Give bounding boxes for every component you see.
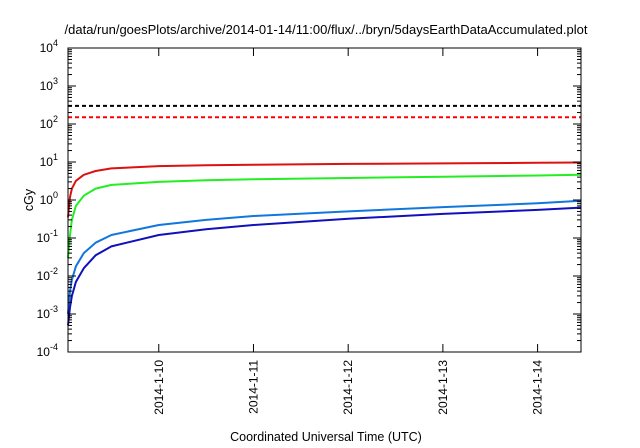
plot-area <box>67 47 582 353</box>
y-tick-label: 103 <box>40 76 58 93</box>
series-line <box>67 173 582 258</box>
series-line <box>67 161 582 218</box>
chart-title: /data/run/goesPlots/archive/2014-01-14/1… <box>65 22 588 37</box>
y-tick-label: 10-3 <box>37 304 58 321</box>
y-tick-label: 104 <box>40 38 58 55</box>
x-tick-label: 2014-1-14 <box>531 360 545 415</box>
x-tick-label: 2014-1-12 <box>341 360 355 415</box>
plot-frame <box>67 47 582 353</box>
threshold-lines <box>68 104 581 119</box>
x-tick-label: 2014-1-10 <box>152 360 166 415</box>
series-line <box>67 206 582 326</box>
y-tick-label: 10-4 <box>37 342 58 359</box>
series-lines <box>67 161 582 326</box>
y-tick-label: 10-2 <box>37 266 58 283</box>
x-axis-label: Coordinated Universal Time (UTC) <box>230 430 422 444</box>
y-tick-label: 102 <box>40 114 58 131</box>
x-tick-label: 2014-1-11 <box>246 360 260 414</box>
x-axis: 2014-1-10 2014-1-11 2014-1-12 2014-1-13 2014… <box>152 48 545 415</box>
y-tick-label: 101 <box>40 152 58 169</box>
y-axis-label: cGy <box>22 188 36 211</box>
x-tick-label: 2014-1-13 <box>436 360 450 415</box>
y-axis: 10-4 10-3 10-2 10-1 100 101 102 103 104 <box>37 38 581 359</box>
series-line <box>67 199 582 315</box>
y-tick-label: 10-1 <box>37 228 58 245</box>
y-tick-label: 100 <box>40 190 58 207</box>
